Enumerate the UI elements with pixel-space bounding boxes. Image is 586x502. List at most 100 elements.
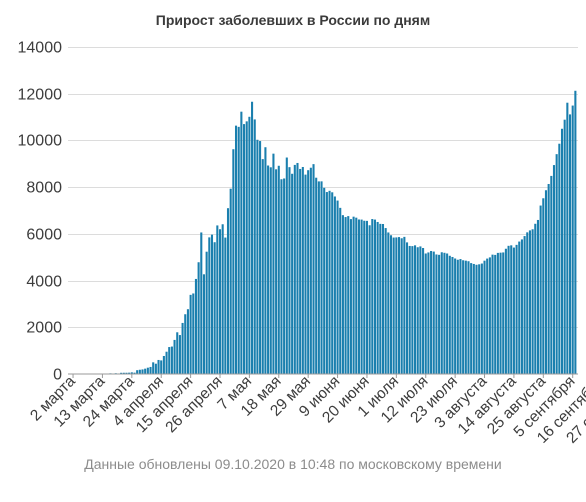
- bar: [454, 258, 457, 374]
- bar: [480, 263, 483, 374]
- bar: [438, 254, 441, 374]
- bar: [291, 173, 294, 374]
- bar: [256, 139, 259, 374]
- bar: [229, 188, 232, 374]
- bar: [405, 242, 409, 374]
- bar: [277, 165, 280, 374]
- bar: [491, 254, 494, 374]
- bar: [312, 164, 315, 374]
- bar: [333, 196, 336, 374]
- bar: [218, 229, 222, 374]
- y-tick-label: 14000: [18, 40, 63, 57]
- bar: [467, 261, 470, 374]
- bar: [122, 372, 125, 374]
- bar: [304, 174, 307, 374]
- bar: [269, 167, 272, 374]
- bar: [518, 241, 521, 374]
- bar: [146, 367, 149, 374]
- bar: [352, 216, 355, 374]
- bar: [197, 262, 200, 374]
- bar: [293, 164, 296, 374]
- bar: [451, 256, 454, 374]
- bar: [162, 355, 165, 374]
- bar: [344, 217, 347, 374]
- bar: [160, 360, 163, 374]
- bar: [403, 236, 406, 374]
- bar: [563, 119, 566, 374]
- bar: [170, 346, 173, 374]
- bar: [221, 224, 224, 374]
- bar: [574, 90, 577, 375]
- bar: [336, 200, 339, 374]
- bar: [483, 260, 486, 374]
- bar: [355, 217, 358, 374]
- bar: [128, 372, 131, 374]
- bar: [566, 102, 569, 375]
- bar: [181, 322, 184, 374]
- bar: [536, 219, 539, 374]
- bar: [320, 181, 323, 374]
- bar: [542, 198, 545, 374]
- bar: [408, 245, 411, 374]
- bar: [552, 165, 556, 374]
- bar: [152, 362, 155, 374]
- bar: [141, 369, 144, 374]
- bar: [251, 101, 254, 374]
- bar: [178, 335, 181, 374]
- bar: [531, 229, 534, 374]
- bar: [510, 245, 513, 374]
- bar: [414, 245, 417, 374]
- bar: [341, 215, 344, 374]
- bar: [456, 259, 459, 374]
- bar: [349, 219, 352, 374]
- bar: [416, 247, 419, 374]
- bar: [494, 254, 497, 374]
- bar: [368, 225, 371, 374]
- bar: [317, 181, 320, 374]
- bar: [464, 260, 467, 374]
- bar: [560, 128, 564, 374]
- bar: [200, 232, 203, 374]
- bar: [307, 170, 310, 374]
- bar: [462, 260, 465, 374]
- bar: [133, 372, 136, 374]
- bar: [130, 372, 133, 374]
- bar: [504, 248, 507, 374]
- bar: [234, 125, 238, 374]
- bar: [224, 237, 227, 374]
- bar: [210, 234, 214, 374]
- bar: [347, 216, 350, 374]
- y-axis-ticks: 0 2000 4000 6000 8000 10000 12000 14000: [18, 40, 63, 384]
- bar: [176, 332, 179, 374]
- bar: [446, 253, 449, 374]
- bar: [157, 359, 160, 374]
- bar: [309, 167, 312, 374]
- bar: [550, 175, 553, 374]
- bar: [459, 259, 462, 374]
- bar: [194, 278, 197, 374]
- bar: [379, 223, 382, 374]
- bar: [363, 220, 366, 374]
- bar: [512, 247, 515, 374]
- bar: [144, 368, 147, 374]
- bar: [323, 187, 326, 374]
- bar: [507, 245, 510, 374]
- bar: [387, 232, 390, 374]
- bar: [232, 149, 235, 374]
- bar: [226, 208, 230, 374]
- bar: [371, 219, 374, 374]
- bar: [568, 114, 572, 374]
- bar: [424, 253, 427, 374]
- bar: [149, 366, 152, 374]
- bar: [440, 252, 443, 374]
- bar: [245, 121, 248, 374]
- bar: [400, 238, 403, 374]
- bar: [259, 141, 262, 374]
- bar: [243, 124, 246, 374]
- bar: [165, 351, 168, 374]
- bar: [301, 166, 304, 374]
- bar: [365, 220, 368, 374]
- bar: [184, 314, 187, 374]
- bar: [392, 237, 395, 374]
